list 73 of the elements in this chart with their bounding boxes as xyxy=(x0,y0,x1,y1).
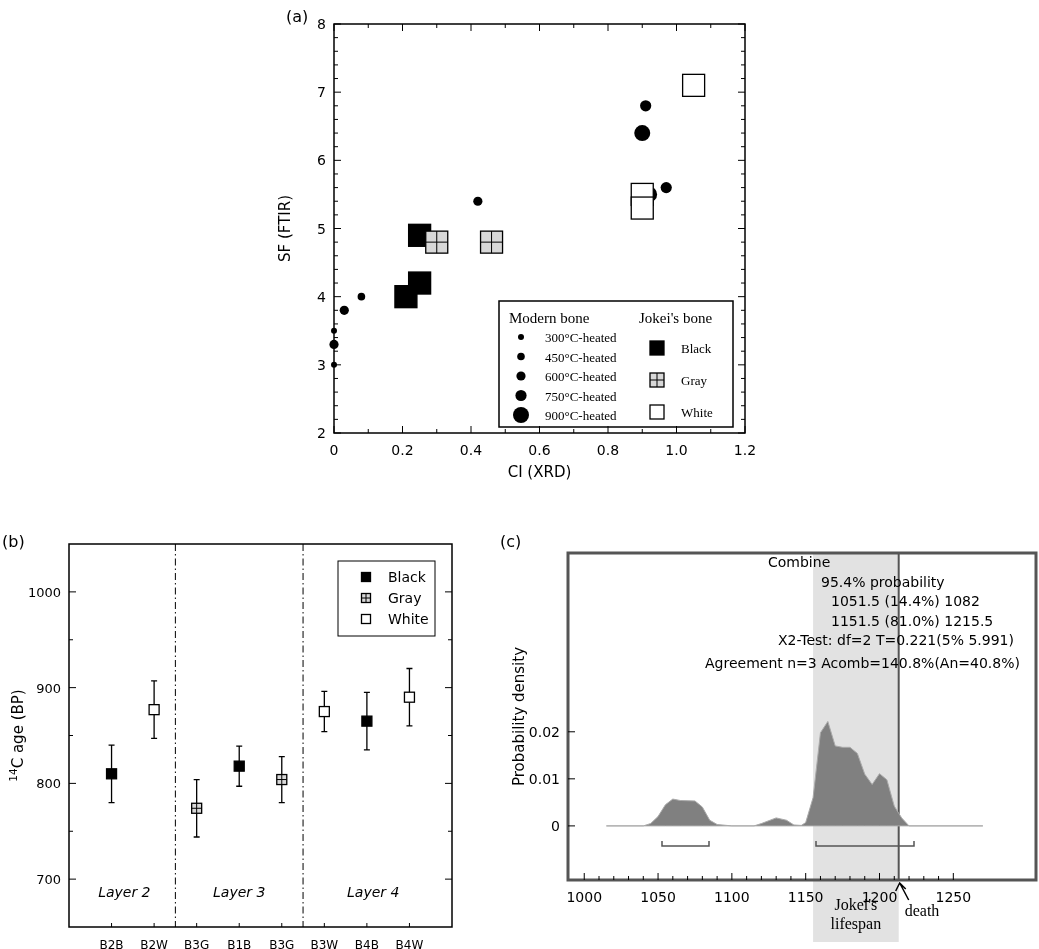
x-tick-label: 1.0 xyxy=(665,442,688,458)
x-tick-label: B3G xyxy=(269,938,295,949)
legend-label: 900°C-heated xyxy=(545,408,618,423)
ref-line-label: death xyxy=(904,902,940,919)
chart-title: (a) xyxy=(286,7,309,26)
point xyxy=(403,691,416,703)
x-tick-label: 1000 xyxy=(566,889,603,905)
point xyxy=(660,182,672,194)
point xyxy=(630,196,654,220)
legend-label: 750°C-heated xyxy=(545,388,618,404)
x-tick-label: B1B xyxy=(227,938,252,949)
x-tick-label: 0.2 xyxy=(391,442,414,458)
x-tick-label: B3W xyxy=(310,938,339,949)
legend-label: 600°C-heated xyxy=(545,369,618,384)
y-tick-label: 3 xyxy=(317,356,326,373)
point xyxy=(361,715,373,727)
x-tick-label: 1150 xyxy=(787,889,824,905)
y-tick-label: 900 xyxy=(36,680,61,696)
point xyxy=(318,705,330,718)
chart-title: (c) xyxy=(500,532,522,551)
annotation: Layer 4 xyxy=(347,884,400,900)
legend-label: Gray xyxy=(681,373,708,388)
x-tick-label: B2W xyxy=(140,938,169,949)
annotation: Jokei's bone xyxy=(639,310,713,326)
annotation: Layer 2 xyxy=(98,884,151,900)
annotation: Modern bone xyxy=(509,310,590,326)
y-tick-label: 0.01 xyxy=(528,770,560,787)
legend-label: Black xyxy=(388,569,427,585)
legend-label: Gray xyxy=(388,590,422,606)
y-tick-label: 6 xyxy=(317,152,327,169)
annotation: Layer 3 xyxy=(213,884,266,900)
point xyxy=(233,760,245,772)
legend-label: White xyxy=(681,405,713,420)
x-tick-label: 0.6 xyxy=(528,442,551,458)
legend-label: 300°C-heated xyxy=(545,330,618,345)
x-tick-label: 1.2 xyxy=(733,442,757,458)
y-axis-title: SF (FTIR) xyxy=(276,195,294,262)
point xyxy=(339,305,349,315)
y-tick-label: 4 xyxy=(317,288,327,305)
y-tick-label: 7 xyxy=(317,84,326,101)
point xyxy=(105,768,118,780)
point xyxy=(357,292,366,301)
y-tick-label: 800 xyxy=(36,776,61,792)
y-tick-label: 1000 xyxy=(27,584,61,600)
point xyxy=(634,125,651,142)
y-tick-label: 700 xyxy=(36,872,61,888)
x-tick-label: B4B xyxy=(354,938,379,949)
legend-label: 450°C-heated xyxy=(545,349,618,365)
point xyxy=(407,271,432,295)
y-tick-label: 0.02 xyxy=(528,723,560,740)
legend-label: Black xyxy=(681,341,712,356)
x-tick-label: 0 xyxy=(329,442,339,458)
x-axis-title: CI (XRD) xyxy=(507,463,572,481)
x-tick-label: B2B xyxy=(99,938,124,949)
y-axis-title: Probability density xyxy=(510,646,528,787)
point xyxy=(681,73,706,97)
y-tick-label: 2 xyxy=(317,425,326,441)
y-tick-label: 5 xyxy=(317,220,326,237)
x-tick-label: 1050 xyxy=(640,889,676,905)
x-tick-label: 1250 xyxy=(935,889,972,905)
annotation: Combine xyxy=(768,554,831,570)
y-tick-label: 0 xyxy=(551,817,560,834)
point xyxy=(473,196,483,206)
x-tick-label: 0.4 xyxy=(459,442,483,458)
point xyxy=(640,100,652,112)
y-tick-label: 8 xyxy=(317,16,326,32)
point xyxy=(148,704,160,716)
chart-title: (b) xyxy=(2,532,25,551)
legend-label: White xyxy=(388,611,429,627)
x-tick-label: B4W xyxy=(395,938,424,949)
x-tick-label: 0.8 xyxy=(596,442,620,458)
x-tick-label: 1100 xyxy=(714,889,750,905)
x-tick-label: B3G xyxy=(184,938,210,949)
